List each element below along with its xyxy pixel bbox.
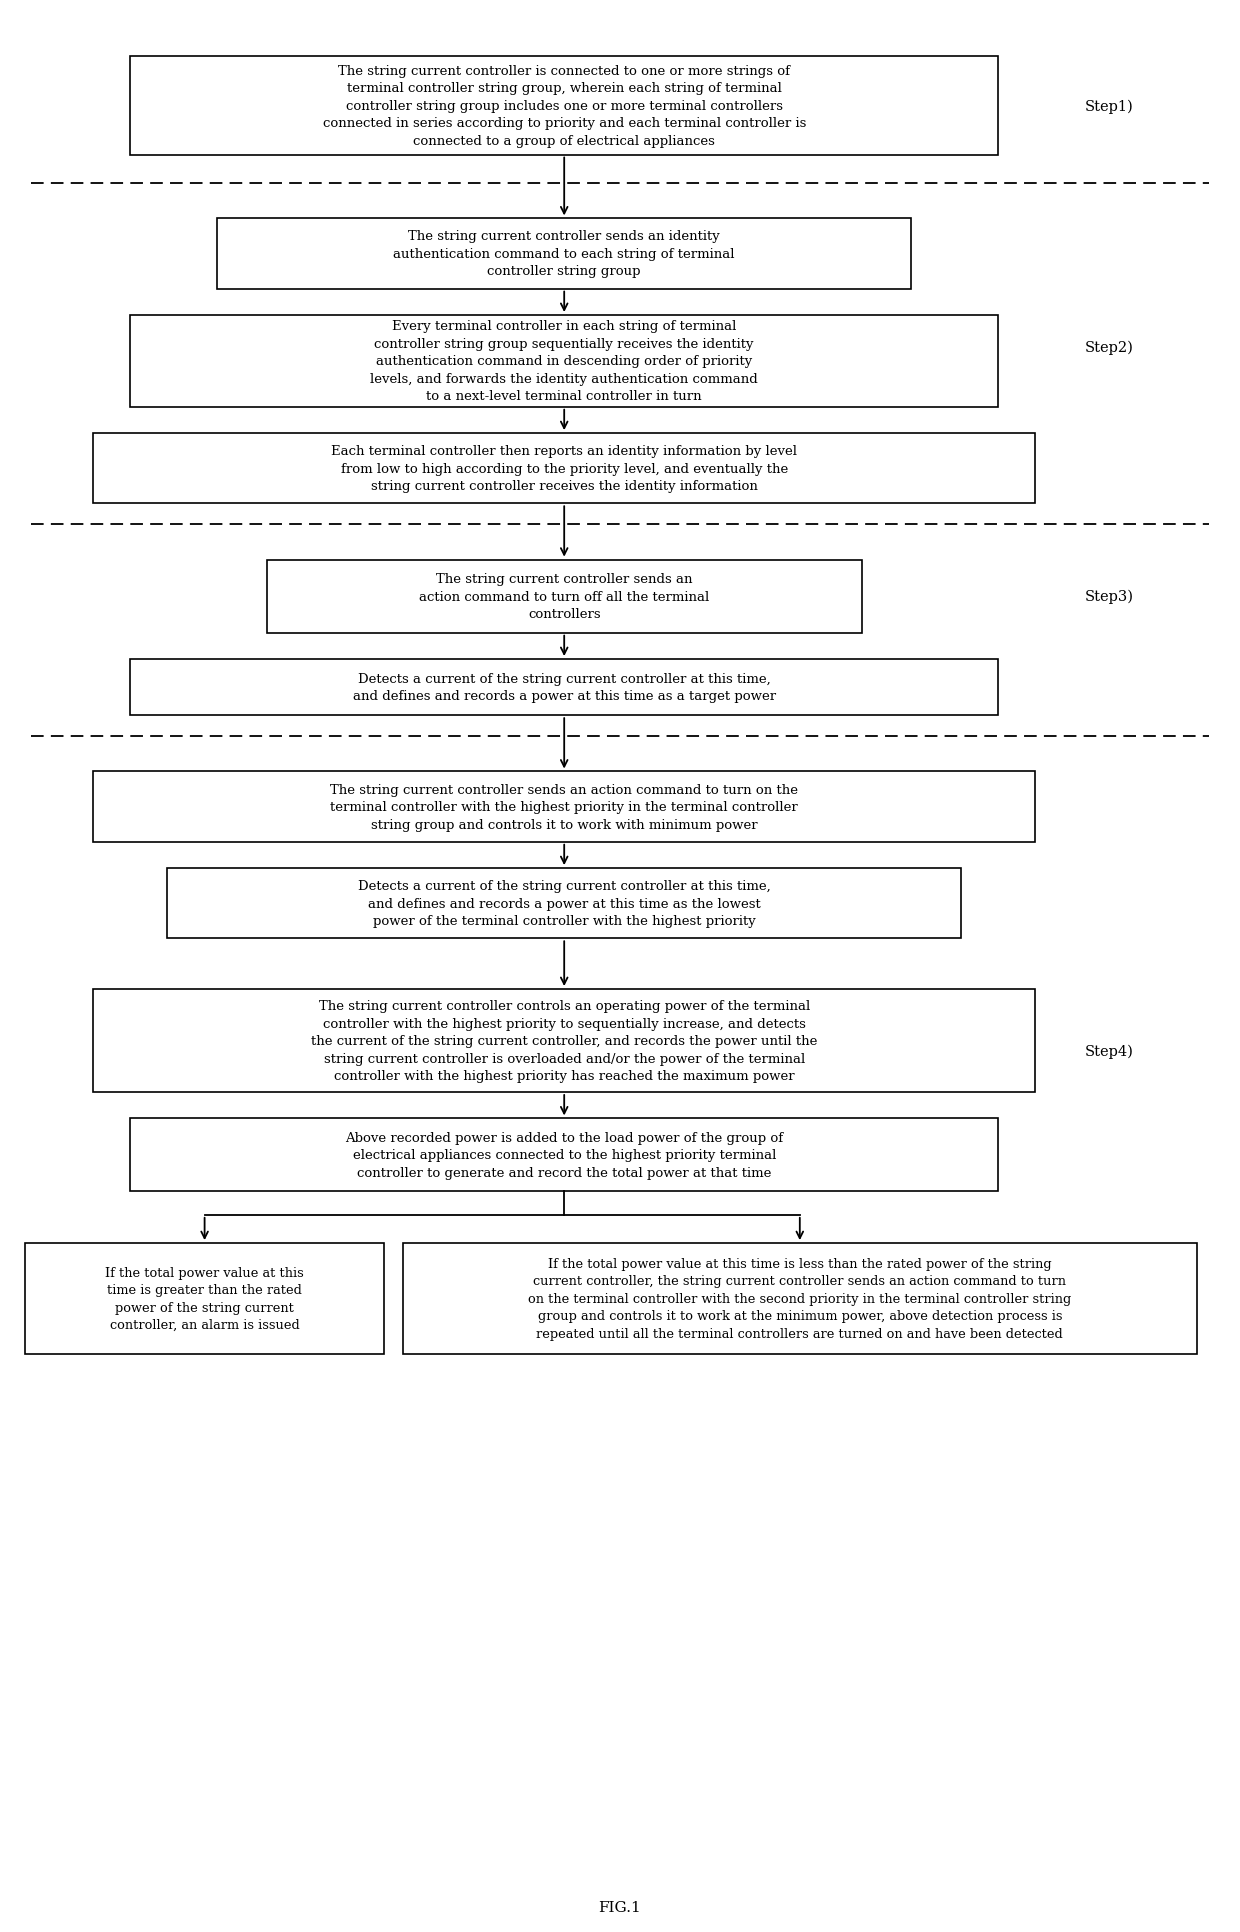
Bar [93,773,1035,842]
Bar [25,1244,384,1354]
Bar [167,869,961,939]
Text: The string current controller sends an identity
authentication command to each s: The string current controller sends an i… [393,230,735,278]
Text: Step1): Step1) [1085,99,1133,114]
Bar [217,218,911,290]
Text: Detects a current of the string current controller at this time,
and defines and: Detects a current of the string current … [352,672,776,703]
Text: The string current controller sends an
action command to turn off all the termin: The string current controller sends an a… [419,572,709,620]
Bar [403,1244,1197,1354]
Bar [130,1119,998,1192]
Text: Every terminal controller in each string of terminal
controller string group seq: Every terminal controller in each string… [371,321,758,404]
Text: Step3): Step3) [1085,589,1135,605]
Bar [130,659,998,717]
Bar [267,560,862,634]
Bar [130,315,998,408]
Text: Above recorded power is added to the load power of the group of
electrical appli: Above recorded power is added to the loa… [345,1132,784,1179]
Bar [93,435,1035,504]
Text: Detects a current of the string current controller at this time,
and defines and: Detects a current of the string current … [358,879,770,927]
Text: The string current controller sends an action command to turn on the
terminal co: The string current controller sends an a… [330,782,799,831]
Text: FIG.1: FIG.1 [599,1899,641,1915]
Text: Step4): Step4) [1085,1043,1133,1059]
Text: If the total power value at this time is less than the rated power of the string: If the total power value at this time is… [528,1258,1071,1341]
Text: Step2): Step2) [1085,340,1133,355]
Text: The string current controller is connected to one or more strings of
terminal co: The string current controller is connect… [322,66,806,147]
Text: Each terminal controller then reports an identity information by level
from low : Each terminal controller then reports an… [331,444,797,493]
Text: If the total power value at this
time is greater than the rated
power of the str: If the total power value at this time is… [105,1265,304,1331]
Bar [93,989,1035,1092]
Text: The string current controller controls an operating power of the terminal
contro: The string current controller controls a… [311,999,817,1082]
Bar [130,58,998,155]
